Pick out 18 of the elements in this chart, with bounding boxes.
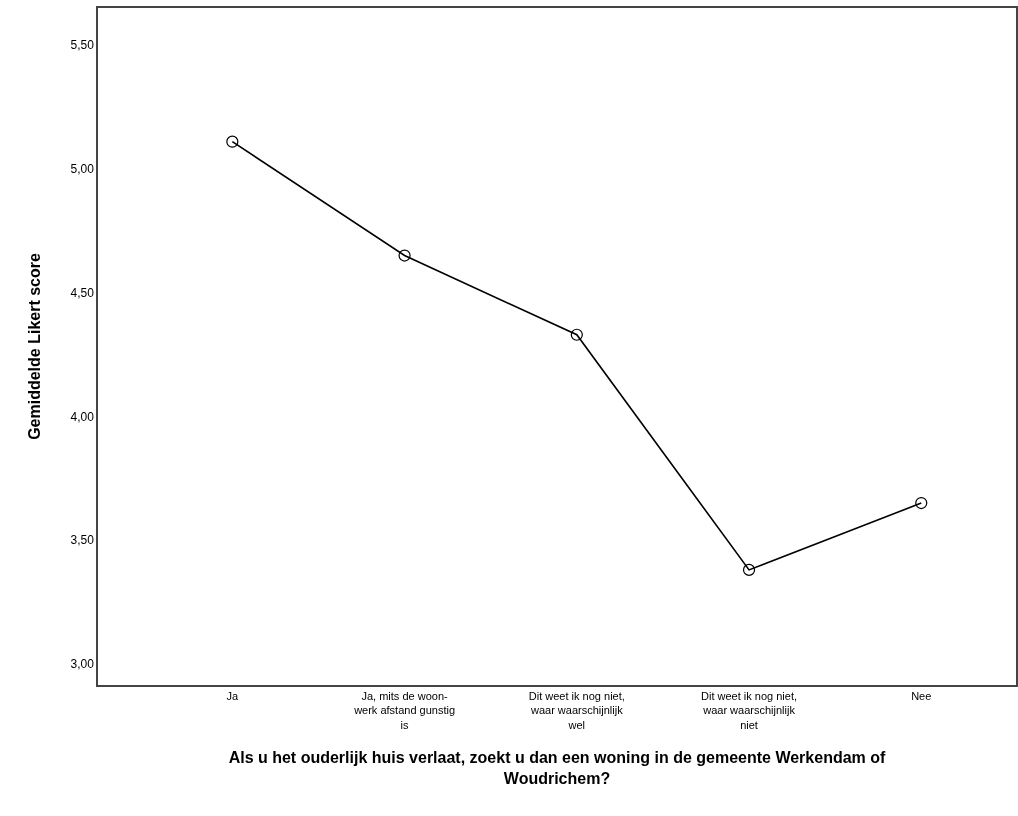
y-tick-label: 3,00 xyxy=(70,657,95,672)
point xyxy=(226,135,239,148)
point xyxy=(398,249,411,262)
point xyxy=(915,496,928,510)
y-tick-label: 4,50 xyxy=(70,285,95,300)
point xyxy=(742,563,756,576)
y-tick-label: 5,50 xyxy=(70,38,95,53)
x-axis-title: Als u het ouderlijk huis verlaat, zoekt u dan een woning in de gemeente Werkendam of Woudrichem? xyxy=(228,748,887,787)
y-tick-label: 5,00 xyxy=(70,162,95,177)
x-tick-label: Dit weet ik nog niet, waar waarschijnlijk wel xyxy=(528,689,625,731)
point xyxy=(570,328,583,341)
y-axis-title: Gemiddelde Likert score xyxy=(25,253,43,440)
x-tick-label: Nee xyxy=(911,689,932,702)
x-tick-label: Ja xyxy=(226,689,240,702)
y-tick-label: 3,50 xyxy=(70,533,95,548)
y-tick-label: 4,00 xyxy=(70,409,95,424)
x-tick-label: Dit weet ik nog niet, waar waarschijnlijk niet xyxy=(701,689,798,731)
x-tick-label: Ja, mits de woon-werk afstand gunstig is xyxy=(353,689,456,731)
